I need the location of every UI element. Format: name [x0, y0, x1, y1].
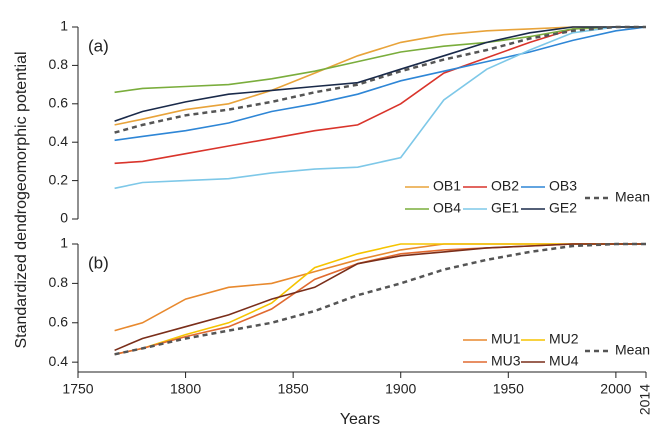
legend-label: OB3: [549, 178, 577, 194]
y-tick-label: 0.4: [49, 353, 69, 369]
y-tick-label: 1: [60, 18, 68, 34]
legend-label: GE2: [549, 200, 577, 216]
x-tick-label: 1800: [170, 381, 201, 397]
x-tick-label: 1950: [493, 381, 524, 397]
series-line: [114, 26, 646, 122]
x-tick-label: 2014: [637, 384, 652, 415]
series-line: [114, 26, 646, 94]
x-tick-label: 1850: [278, 381, 309, 397]
legend-label: Mean: [615, 189, 650, 205]
y-axis-label: Standardized dendrogeomorphic potential: [13, 51, 30, 348]
legend-label: Mean: [615, 342, 650, 358]
series-line: [114, 26, 647, 142]
legend-label: OB4: [433, 200, 461, 216]
y-tick-label: 0.2: [49, 171, 69, 187]
series-line: [114, 26, 646, 190]
x-tick-label: 2000: [600, 381, 631, 397]
panel-label: (a): [88, 36, 109, 55]
legend-label: GE1: [491, 200, 519, 216]
y-tick-label: 0.8: [49, 274, 69, 290]
series-line: [114, 243, 646, 332]
y-tick-label: 1: [60, 235, 68, 251]
legend-label: MU1: [491, 331, 521, 347]
series-line: [114, 25, 646, 134]
y-tick-label: 0.4: [49, 133, 69, 149]
y-tick-label: 0: [60, 210, 68, 226]
x-axis-label: Years: [340, 411, 380, 428]
panel-label: (b): [88, 253, 109, 272]
legend-label: OB2: [491, 178, 519, 194]
y-tick-label: 0.8: [49, 56, 69, 72]
x-tick-label: 1750: [62, 381, 93, 397]
legend-label: OB1: [433, 178, 461, 194]
series-line: [114, 26, 646, 165]
legend-label: MU2: [549, 331, 579, 347]
y-tick-label: 0.6: [49, 313, 69, 329]
x-tick-label: 1900: [385, 381, 416, 397]
legend-label: MU3: [491, 353, 521, 369]
y-tick-label: 0.6: [49, 95, 69, 111]
legend-label: MU4: [549, 353, 579, 369]
series-line: [114, 243, 646, 352]
series-line: [114, 242, 646, 356]
